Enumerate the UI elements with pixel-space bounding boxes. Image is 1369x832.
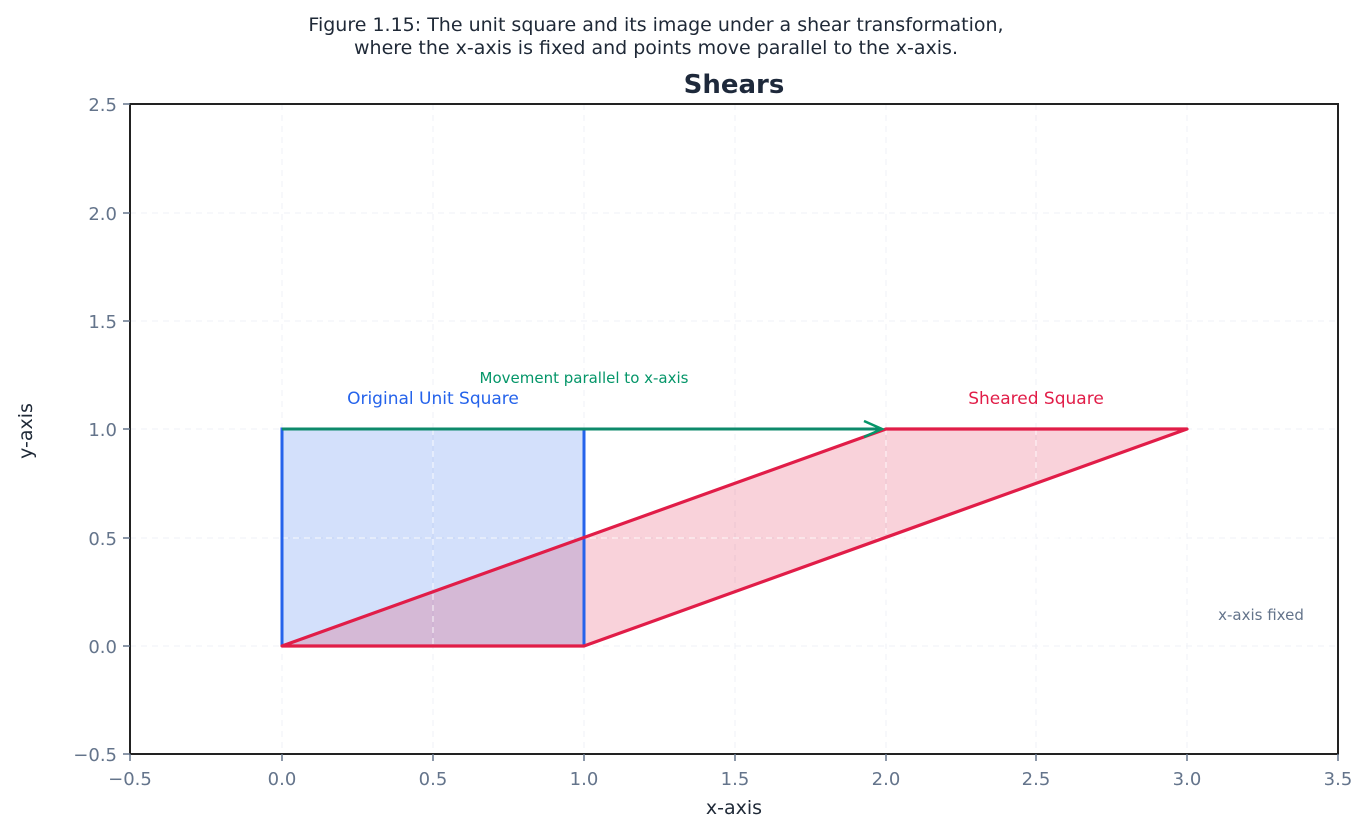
y-tick: 1.0 xyxy=(88,420,117,441)
x-tick: 1.5 xyxy=(721,769,750,790)
figure-caption-line1: Figure 1.15: The unit square and its ima… xyxy=(308,14,1003,36)
y-tick: 2.0 xyxy=(88,204,117,225)
label-sheared-square: Sheared Square xyxy=(968,389,1104,409)
x-tick: 0.5 xyxy=(419,769,448,790)
x-tick: 2.5 xyxy=(1022,769,1051,790)
x-tick: 3.5 xyxy=(1324,769,1353,790)
sheared-square-outline xyxy=(280,427,1189,648)
y-axis-label: y-axis xyxy=(15,403,37,459)
x-tick: 3.0 xyxy=(1173,769,1202,790)
x-tick: 1.0 xyxy=(570,769,599,790)
label-original-square: Original Unit Square xyxy=(347,389,519,409)
x-tick: 0.0 xyxy=(268,769,297,790)
tick-marks xyxy=(123,103,1339,761)
y-tick: 0.5 xyxy=(88,529,117,550)
y-tick-labels: −0.5 0.0 0.5 1.0 1.5 2.0 2.5 xyxy=(73,95,117,766)
x-tick-labels: −0.5 0.0 0.5 1.0 1.5 2.0 2.5 3.0 3.5 xyxy=(108,769,1352,790)
y-tick: 1.5 xyxy=(88,312,117,333)
grid-overlay xyxy=(282,429,1187,646)
original-square-fill xyxy=(282,429,584,646)
x-tick: 2.0 xyxy=(872,769,901,790)
movement-arrow xyxy=(282,419,886,439)
chart-title: Shears xyxy=(684,70,785,100)
label-x-axis-fixed: x-axis fixed xyxy=(1218,606,1304,624)
y-tick: 2.5 xyxy=(88,95,117,116)
x-axis-label: x-axis xyxy=(706,797,762,819)
y-tick: 0.0 xyxy=(88,637,117,658)
y-tick: −0.5 xyxy=(73,745,117,766)
label-movement: Movement parallel to x-axis xyxy=(480,369,689,387)
figure-caption-line2: where the x-axis is fixed and points mov… xyxy=(354,37,958,59)
x-tick: −0.5 xyxy=(108,769,152,790)
